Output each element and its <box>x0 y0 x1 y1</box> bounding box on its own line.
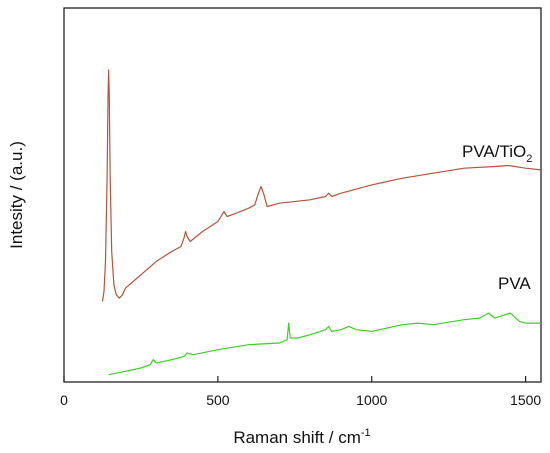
x-axis-title: Raman shift / cm-1 <box>233 427 370 447</box>
series-label-pva: PVA <box>498 274 531 293</box>
series-line-pva <box>109 313 541 375</box>
series-label-pva-tio2: PVA/TiO2 <box>462 142 532 165</box>
series-line-pva-tio2 <box>103 70 542 301</box>
x-axis-title-superscript: -1 <box>361 427 371 439</box>
series-layer <box>103 70 542 375</box>
x-axis-ticks: 0 500 1000 1500 <box>60 376 541 408</box>
series-label-subscript: 2 <box>526 153 532 165</box>
x-tick-label: 1500 <box>510 392 541 408</box>
x-tick-label: 0 <box>60 392 68 408</box>
y-axis-title: Intesity / (a.u.) <box>7 141 26 249</box>
x-tick-label: 1000 <box>356 392 387 408</box>
plot-frame <box>64 8 541 382</box>
x-tick-label: 500 <box>206 392 230 408</box>
